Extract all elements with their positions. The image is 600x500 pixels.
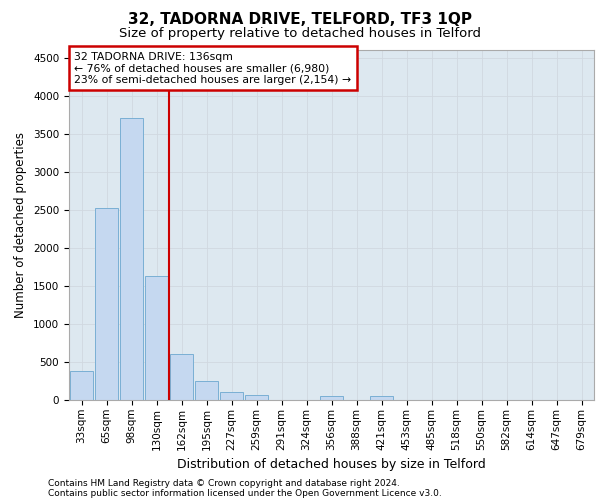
Bar: [119, 118, 143, 400]
Text: Contains HM Land Registry data © Crown copyright and database right 2024.: Contains HM Land Registry data © Crown c…: [48, 478, 400, 488]
Bar: [370, 396, 394, 400]
Bar: [220, 392, 244, 400]
Bar: [245, 395, 268, 400]
Bar: [320, 396, 343, 400]
Y-axis label: Number of detached properties: Number of detached properties: [14, 132, 28, 318]
Text: Contains public sector information licensed under the Open Government Licence v3: Contains public sector information licen…: [48, 488, 442, 498]
Text: 32 TADORNA DRIVE: 136sqm
← 76% of detached houses are smaller (6,980)
23% of sem: 32 TADORNA DRIVE: 136sqm ← 76% of detach…: [74, 52, 352, 85]
Bar: [194, 382, 218, 400]
Bar: [170, 354, 193, 400]
Bar: [145, 276, 169, 400]
Text: 32, TADORNA DRIVE, TELFORD, TF3 1QP: 32, TADORNA DRIVE, TELFORD, TF3 1QP: [128, 12, 472, 28]
X-axis label: Distribution of detached houses by size in Telford: Distribution of detached houses by size …: [177, 458, 486, 471]
Text: Size of property relative to detached houses in Telford: Size of property relative to detached ho…: [119, 28, 481, 40]
Bar: [95, 208, 118, 400]
Bar: [70, 371, 94, 400]
